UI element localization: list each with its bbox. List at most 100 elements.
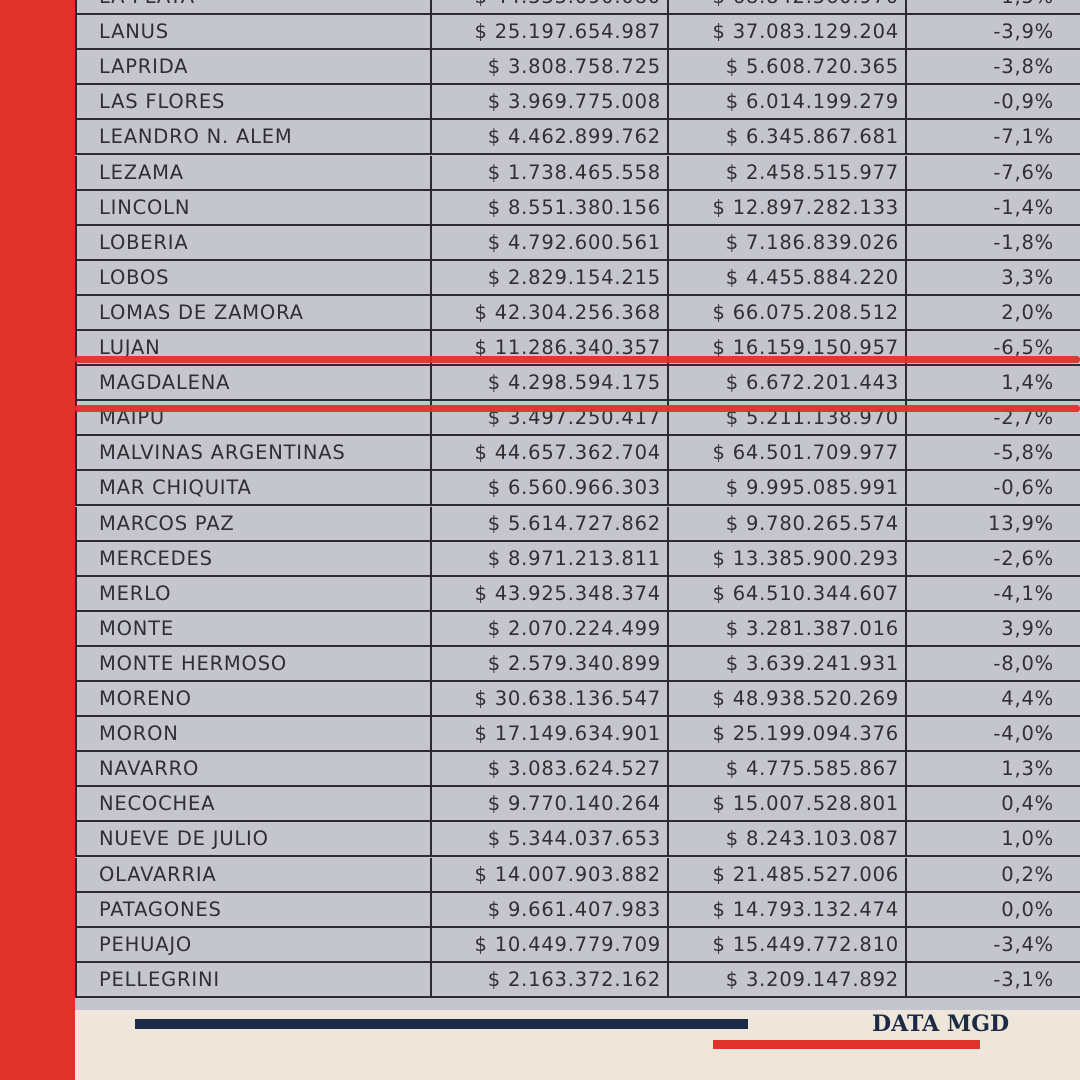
table-cell: -0,9%	[993, 90, 1054, 114]
table-cell: $ 2.163.372.162	[432, 962, 669, 996]
table-cell: 1,0%	[1001, 827, 1054, 851]
table-row: NAVARRO $ 3.083.624.527 $ 4.775.585.867 1,3…	[75, 752, 1080, 788]
table-row: PELLEGRINI $ 2.163.372.162 $ 3.209.147.892…	[75, 962, 1080, 998]
table-cell: $ 3.808.758.725	[432, 50, 669, 84]
table-cell: 4,4%	[1001, 687, 1054, 710]
table-cell: LEANDRO N. ALEM	[75, 120, 432, 154]
table-cell: MERLO	[75, 576, 432, 610]
table-cell: $ 17.149.634.901	[432, 717, 669, 751]
table-cell: LAPRIDA	[75, 50, 432, 84]
table-cell: $ 43.925.348.374	[432, 576, 669, 610]
table-cell: -3,4%	[993, 932, 1054, 956]
table-cell: LA PLATA	[75, 0, 432, 13]
table-cell: MALVINAS ARGENTINAS	[75, 436, 432, 470]
table-cell: -4,0%	[993, 722, 1054, 746]
table-cell: 2,0%	[1001, 300, 1054, 324]
table-cell: 0,0%	[1001, 897, 1054, 921]
table-cell: $ 6.014.199.279	[669, 85, 907, 119]
table-row: LANUS $ 25.197.654.987 $ 37.083.129.204 -3,…	[75, 15, 1080, 51]
table-cell: MAGDALENA	[75, 366, 432, 400]
table-cell: NUEVE DE JULIO	[75, 822, 432, 856]
table-cell: $ 64.501.709.977	[669, 436, 907, 470]
table-cell: PELLEGRINI	[75, 962, 432, 996]
table-cell: $ 3.281.387.016	[669, 611, 907, 645]
table-cell: LINCOLN	[75, 190, 432, 224]
table-cell: LOMAS DE ZAMORA	[75, 295, 432, 329]
table-cell: MARCOS PAZ	[75, 506, 432, 540]
table-cell: $ 2.579.340.899	[432, 646, 669, 680]
decor-bar	[135, 1019, 748, 1029]
table-cell: LOBOS	[75, 260, 432, 294]
table-cell: $ 4.792.600.561	[432, 225, 669, 259]
table-cell: $ 14.793.132.474	[669, 892, 907, 926]
table-cell: LANUS	[75, 15, 432, 49]
table-cell: $ 2.458.515.977	[669, 155, 907, 189]
table-cell: $ 7.186.839.026	[669, 225, 907, 259]
table-cell: -7,1%	[993, 125, 1054, 149]
table-cell: $ 3.083.624.527	[432, 752, 669, 786]
table-cell: $ 30.638.136.547	[432, 682, 669, 715]
table-cell: $ 15.007.528.801	[669, 787, 907, 821]
table-cell: $ 6.345.867.681	[669, 120, 907, 154]
table-cell: $ 9.995.085.991	[669, 471, 907, 505]
footer: DATA MGD	[75, 1010, 1080, 1080]
table-row: MERCEDES $ 8.971.213.811 $ 13.385.900.293 -…	[75, 541, 1080, 577]
table-cell: $ 8.551.380.156	[432, 190, 669, 224]
table-row: NECOCHEA $ 9.770.140.264 $ 15.007.528.801 0…	[75, 787, 1080, 823]
side-strip	[0, 0, 75, 1080]
table-cell: $ 4.298.594.175	[432, 366, 669, 400]
table-cell: $ 4.462.899.762	[432, 120, 669, 154]
table-cell: -4,1%	[993, 581, 1054, 605]
table-cell: $ 48.938.520.269	[669, 682, 907, 715]
table-cell: $ 8.243.103.087	[669, 822, 907, 856]
table-cell: $ 64.510.344.607	[669, 576, 907, 610]
table-cell: 3,3%	[1001, 265, 1054, 289]
brand: DATA MGD	[872, 1011, 1010, 1037]
table-cell: MERCEDES	[75, 541, 432, 575]
table-cell: $ 3.209.147.892	[669, 962, 907, 996]
table-cell: -0,6%	[993, 476, 1054, 500]
table-cell: NECOCHEA	[75, 787, 432, 821]
table-row: MONTE HERMOSO $ 2.579.340.899 $ 3.639.241.…	[75, 646, 1080, 682]
table-row: LA PLATA$ 44.333.090.080$ 68.842.560.970…	[75, 0, 1080, 15]
table-row: LAS FLORES $ 3.969.775.008 $ 6.014.199.279…	[75, 85, 1080, 121]
table: LA PLATA$ 44.333.090.080$ 68.842.560.970…	[75, 0, 1080, 1010]
table-cell: -5,8%	[993, 441, 1054, 465]
table-cell: MORENO	[75, 682, 432, 715]
table-row: LUJAN $ 11.286.340.357 $ 16.159.150.957 -6,…	[75, 331, 1080, 366]
table-cell: LUJAN	[75, 331, 432, 364]
table-cell: $ 16.159.150.957	[669, 331, 907, 364]
table-row: MAR CHIQUITA $ 6.560.966.303 $ 9.995.085.9…	[75, 471, 1080, 507]
table-cell: MORON	[75, 717, 432, 751]
table-row: LEANDRO N. ALEM $ 4.462.899.762 $ 6.345.86…	[75, 120, 1080, 156]
table-cell: $ 5.614.727.862	[432, 506, 669, 540]
table-cell: -1,4%	[993, 195, 1054, 219]
table-cell: $ 4.775.585.867	[669, 752, 907, 786]
table-cell: $ 25.197.654.987	[432, 15, 669, 49]
table-cell: -6,5%	[993, 336, 1054, 359]
table-row: MALVINAS ARGENTINAS $ 44.657.362.704 $ 64.…	[75, 436, 1080, 472]
table-cell: $ 37.083.129.204	[669, 15, 907, 49]
table-row: OLAVARRIA $ 14.007.903.882 $ 21.485.527.00…	[75, 857, 1080, 893]
table-cell: 1,3%	[1001, 757, 1054, 781]
table-cell: OLAVARRIA	[75, 857, 432, 891]
table-row: MERLO $ 43.925.348.374 $ 64.510.344.607 -4,…	[75, 576, 1080, 612]
table-cell: LEZAMA	[75, 155, 432, 189]
table-cell: $ 68.842.560.970	[669, 0, 907, 13]
table-cell: 1,4%	[1001, 371, 1054, 395]
table-row: LEZAMA $ 1.738.465.558 $ 2.458.515.977 -7,6…	[75, 155, 1080, 191]
table-cell: $ 2.070.224.499	[432, 611, 669, 645]
table-cell: MONTE	[75, 611, 432, 645]
table-cell: MAR CHIQUITA	[75, 471, 432, 505]
table-cell: LOBERIA	[75, 225, 432, 259]
table-row: MARCOS PAZ $ 5.614.727.862 $ 9.780.265.574…	[75, 506, 1080, 542]
table-cell: $ 42.304.256.368	[432, 295, 669, 329]
table-cell: -7,6%	[993, 160, 1054, 184]
highlight-line	[75, 405, 1080, 412]
table-cell: $ 9.661.407.983	[432, 892, 669, 926]
table-row: MORON $ 17.149.634.901 $ 25.199.094.376 -4,…	[75, 717, 1080, 753]
table-row: LINCOLN $ 8.551.380.156 $ 12.897.282.133 -1…	[75, 190, 1080, 226]
table-cell: NAVARRO	[75, 752, 432, 786]
table-cell: -3,9%	[993, 20, 1054, 44]
